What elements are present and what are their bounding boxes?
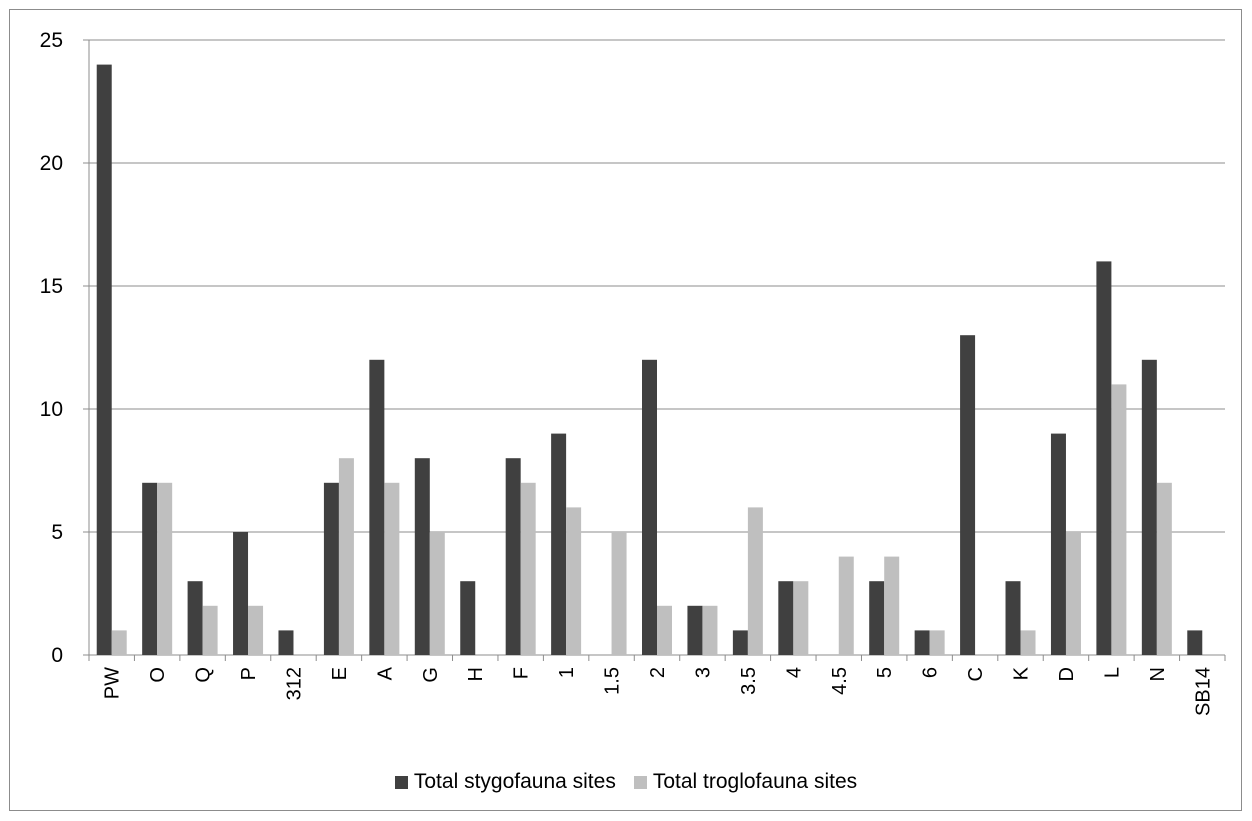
bar-stygofauna bbox=[732, 630, 748, 655]
bar-troglofauna bbox=[157, 482, 173, 655]
bar-stygofauna bbox=[687, 605, 703, 655]
bar-stygofauna bbox=[869, 581, 885, 655]
bar-troglofauna bbox=[657, 605, 672, 655]
y-tick-label: 20 bbox=[40, 152, 63, 175]
x-tick-label: P bbox=[238, 667, 260, 680]
bar-stygofauna bbox=[960, 335, 976, 655]
bar-stygofauna bbox=[369, 359, 385, 655]
legend-item-troglofauna: Total troglofauna sites bbox=[633, 770, 858, 794]
chart-area bbox=[9, 9, 1242, 811]
x-tick-label: 2 bbox=[647, 667, 669, 678]
x-tick-label: A bbox=[374, 666, 396, 680]
bar-troglofauna bbox=[1111, 384, 1127, 655]
bar-stygofauna bbox=[96, 64, 112, 656]
legend: Total stygofauna sites Total troglofauna… bbox=[0, 770, 1252, 794]
bar-stygofauna bbox=[323, 482, 339, 655]
bar-stygofauna bbox=[278, 630, 294, 655]
bar-stygofauna bbox=[1096, 261, 1112, 655]
y-tick-label: 0 bbox=[51, 644, 63, 667]
y-tick-label: 25 bbox=[40, 29, 63, 52]
x-tick-label: 4 bbox=[783, 667, 805, 678]
legend-label-stygofauna: Total stygofauna sites bbox=[413, 770, 616, 793]
bar-stygofauna bbox=[642, 359, 657, 655]
x-tick-label: G bbox=[420, 667, 442, 683]
x-tick-label: F bbox=[511, 667, 533, 679]
bar-troglofauna bbox=[202, 605, 218, 655]
x-tick-label: N bbox=[1147, 667, 1169, 681]
y-tick-label: 10 bbox=[40, 398, 63, 421]
bar-troglofauna bbox=[338, 458, 354, 655]
x-tick-label: 6 bbox=[920, 667, 942, 678]
bar-stygofauna bbox=[142, 482, 158, 655]
x-tick-label: E bbox=[329, 667, 351, 680]
x-tick-label: SB14 bbox=[1192, 667, 1214, 716]
x-tick-label: D bbox=[1056, 667, 1078, 681]
bar-stygofauna bbox=[505, 458, 521, 655]
x-tick-label: O bbox=[147, 667, 169, 683]
y-tick-label: 15 bbox=[40, 275, 63, 298]
x-tick-label: Q bbox=[193, 667, 215, 683]
bar-troglofauna bbox=[929, 630, 945, 655]
y-tick-label: 5 bbox=[51, 521, 63, 544]
bar-stygofauna bbox=[1050, 433, 1066, 655]
bar-troglofauna bbox=[248, 605, 264, 655]
bar-stygofauna bbox=[414, 458, 430, 655]
bar-stygofauna bbox=[551, 433, 567, 655]
legend-swatch-stygofauna bbox=[394, 775, 408, 789]
bar-stygofauna bbox=[1005, 581, 1021, 655]
x-tick-label: C bbox=[965, 667, 987, 681]
bar-stygofauna bbox=[914, 630, 930, 655]
x-tick-label: 4.5 bbox=[829, 667, 851, 695]
x-tick-label: 3 bbox=[692, 667, 714, 678]
legend-label-troglofauna: Total troglofauna sites bbox=[652, 770, 858, 793]
bar-troglofauna bbox=[384, 482, 400, 655]
bar-troglofauna bbox=[566, 507, 582, 655]
bar-troglofauna bbox=[611, 532, 627, 655]
bar-stygofauna bbox=[233, 532, 249, 655]
bar-stygofauna bbox=[460, 581, 476, 655]
bar-troglofauna bbox=[1020, 630, 1036, 655]
bar-troglofauna bbox=[111, 630, 127, 655]
legend-item-stygofauna: Total stygofauna sites bbox=[394, 770, 616, 794]
x-tick-label: L bbox=[1101, 667, 1123, 678]
bar-troglofauna bbox=[520, 482, 536, 655]
bar-troglofauna bbox=[429, 532, 445, 655]
x-tick-label: K bbox=[1011, 666, 1033, 680]
bar-stygofauna bbox=[778, 581, 794, 655]
x-tick-label: 3.5 bbox=[738, 667, 760, 695]
bar-stygofauna bbox=[1187, 630, 1203, 655]
bar-stygofauna bbox=[187, 581, 203, 655]
bar-troglofauna bbox=[1156, 482, 1172, 655]
bar-troglofauna bbox=[884, 556, 900, 655]
bar-troglofauna bbox=[702, 605, 718, 655]
legend-swatch-troglofauna bbox=[633, 775, 647, 789]
bar-stygofauna bbox=[1141, 359, 1157, 655]
x-tick-label: 5 bbox=[874, 667, 896, 678]
bar-troglofauna bbox=[747, 507, 763, 655]
x-tick-label: 312 bbox=[283, 667, 305, 700]
bar-troglofauna bbox=[793, 581, 809, 655]
bar-troglofauna bbox=[838, 556, 854, 655]
bar-troglofauna bbox=[1065, 532, 1081, 655]
x-tick-label: PW bbox=[102, 667, 124, 699]
x-tick-label: 1.5 bbox=[602, 667, 624, 695]
x-tick-label: H bbox=[465, 667, 487, 681]
x-tick-label: 1 bbox=[556, 667, 578, 678]
